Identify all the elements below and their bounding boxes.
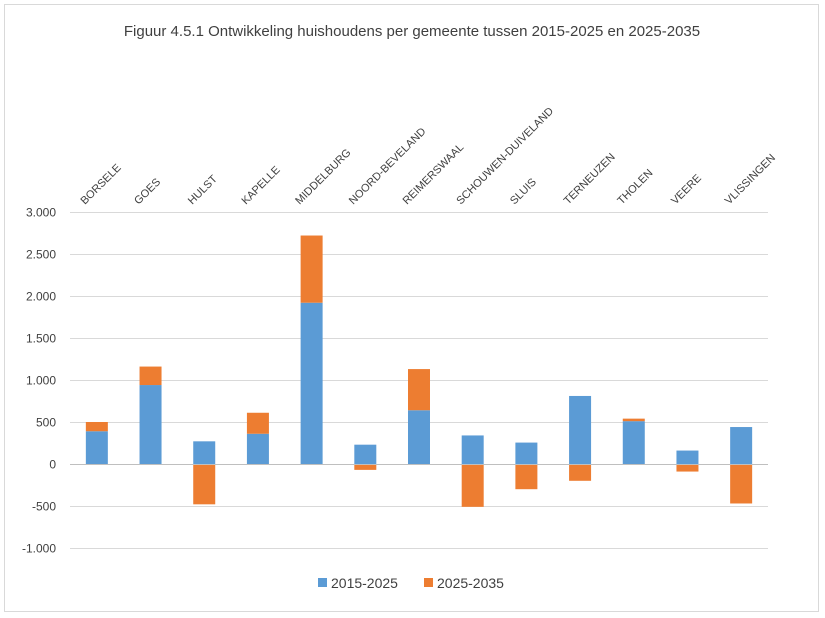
y-tick-label: 0: [49, 458, 56, 472]
category-label: VLISSINGEN: [723, 152, 778, 207]
category-label: KAPELLE: [240, 164, 283, 207]
legend-swatch-2015-2025: [318, 578, 327, 587]
bar-2015-2025: [193, 441, 216, 464]
bar-2015-2025: [354, 444, 377, 464]
bar-2015-2025: [408, 410, 430, 464]
category-label: BORSELE: [78, 162, 123, 207]
bar-2025-2035: [300, 235, 323, 303]
bar-2015-2025: [676, 450, 699, 464]
category-label: SLUIS: [508, 176, 539, 207]
y-tick-label: 1.500: [26, 332, 56, 346]
bar-2015-2025: [515, 442, 538, 464]
bar-2025-2035: [246, 412, 269, 434]
category-label: THOLEN: [615, 167, 655, 207]
bar-2025-2035: [139, 366, 162, 386]
bar-2025-2035: [515, 464, 538, 490]
legend-label-2025-2035: 2025-2035: [437, 575, 504, 591]
bar-2025-2035: [193, 464, 216, 505]
bar-2015-2025: [461, 435, 484, 464]
category-label: GOES: [132, 176, 163, 207]
bar-2025-2035: [354, 464, 377, 470]
bar-2025-2035: [622, 418, 645, 422]
y-tick-label: -500: [32, 500, 56, 514]
y-tick-label: 1.000: [26, 374, 56, 388]
bar-2025-2035: [676, 464, 699, 472]
y-tick-label: 3.000: [26, 206, 56, 220]
bar-2025-2035: [408, 369, 430, 411]
gridlines: [70, 212, 768, 549]
bar-2025-2035: [569, 464, 592, 481]
y-tick-label: -1.000: [22, 542, 56, 556]
category-label: SCHOUWEN-DUIVELAND: [454, 105, 556, 207]
category-label: VEERE: [669, 172, 704, 207]
y-axis: -1.000 -500 0 500 1.000 1.500 2.000 2.500 3.000: [22, 206, 56, 556]
bar-2025-2035: [85, 422, 108, 432]
category-labels: BORSELE GOES HULST KAPELLE MIDDELBURGNOORD-B…: [78, 105, 778, 207]
bar-2015-2025: [730, 427, 753, 464]
y-tick-label: 2.500: [26, 248, 56, 262]
bar-2015-2025: [300, 302, 323, 464]
bar-2025-2035: [461, 464, 484, 507]
category-label: TERNEUZEN: [562, 151, 618, 207]
bars: [70, 235, 768, 507]
y-tick-label: 2.000: [26, 290, 56, 304]
legend-label-2015-2025: 2015-2025: [331, 575, 398, 591]
bar-2015-2025: [85, 431, 108, 464]
y-tick-label: 500: [36, 416, 56, 430]
category-label: MIDDELBURG: [293, 147, 353, 207]
legend: 2015-2025 2025-2035: [318, 575, 504, 591]
bar-2015-2025: [246, 433, 269, 464]
category-label: HULST: [186, 173, 220, 207]
bar-2015-2025: [139, 385, 162, 464]
bar-2025-2035: [730, 464, 753, 504]
legend-swatch-2025-2035: [424, 578, 433, 587]
chart-title: Figuur 4.5.1 Ontwikkeling huishoudens pe…: [124, 23, 700, 40]
bar-2015-2025: [569, 395, 592, 464]
chart-frame: [4, 4, 819, 612]
bar-2015-2025: [622, 421, 645, 464]
